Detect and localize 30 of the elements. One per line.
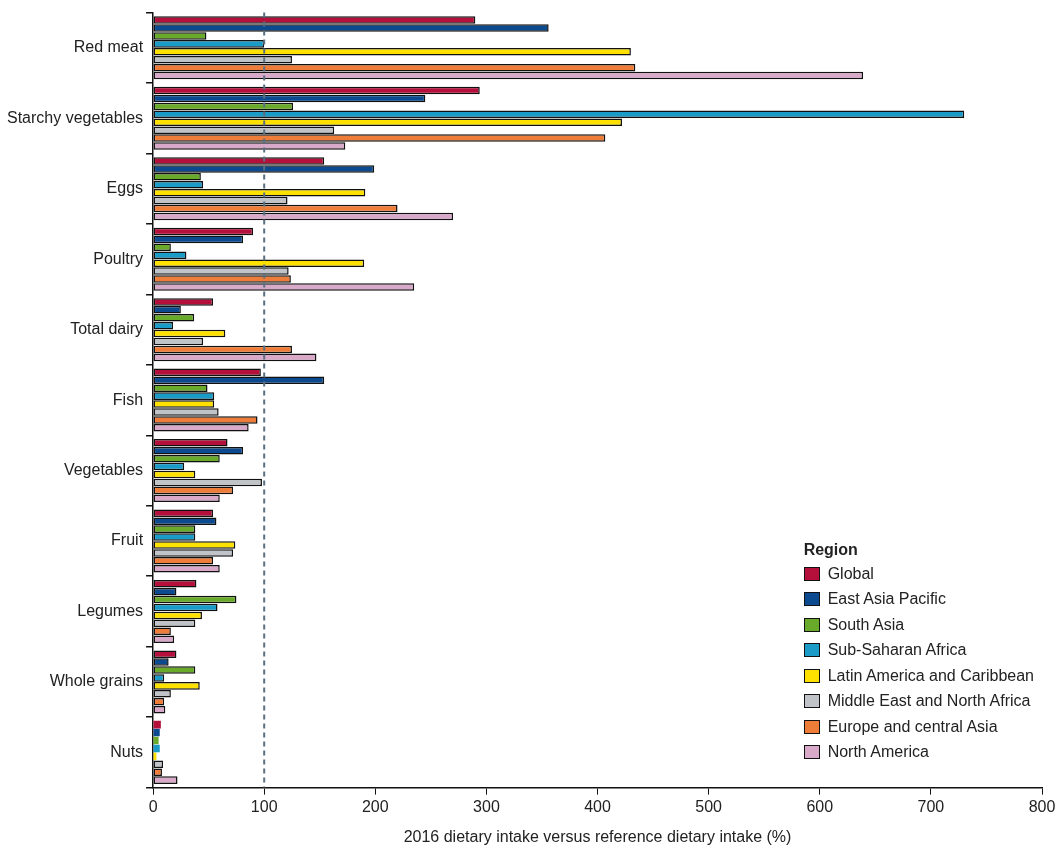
- legend-title: Region: [803, 541, 859, 559]
- y-tick-label: Starchy vegetables: [7, 108, 144, 126]
- x-tick-label: 0: [148, 797, 158, 815]
- x-tick-label: 500: [695, 797, 723, 815]
- legend-label: North America: [827, 743, 930, 762]
- legend-label: South Asia: [827, 615, 905, 634]
- legend-label: Global: [827, 564, 874, 583]
- x-tick-label: 700: [917, 797, 945, 815]
- x-tick-label: 400: [584, 797, 611, 815]
- y-tick-label: Eggs: [106, 179, 144, 197]
- legend-label: Sub-Saharan Africa: [827, 641, 967, 660]
- x-tick-label: 800: [1028, 797, 1056, 815]
- y-tick-label: Total dairy: [70, 320, 144, 338]
- legend-label: Europe and central Asia: [827, 717, 998, 736]
- y-tick-label: Vegetables: [63, 460, 144, 478]
- y-tick-label: Nuts: [110, 742, 144, 760]
- y-tick-label: Whole grains: [49, 672, 144, 690]
- y-tick-label: Legumes: [77, 601, 144, 619]
- legend-label: Middle East and North Africa: [827, 692, 1031, 711]
- x-tick-label: 300: [473, 797, 500, 815]
- legend-label: Latin America and Caribbean: [827, 666, 1034, 685]
- y-tick-label: Red meat: [73, 38, 144, 56]
- y-tick-label: Poultry: [93, 249, 144, 267]
- x-tick-label: 200: [361, 797, 389, 815]
- x-tick-label: 600: [806, 797, 834, 815]
- legend-label: East Asia Pacific: [827, 590, 946, 609]
- x-axis-title: 2016 dietary intake versus reference dietary intake (%): [403, 827, 792, 845]
- x-tick-label: 100: [250, 797, 278, 815]
- y-tick-label: Fruit: [111, 531, 144, 549]
- y-tick-label: Fish: [112, 390, 144, 408]
